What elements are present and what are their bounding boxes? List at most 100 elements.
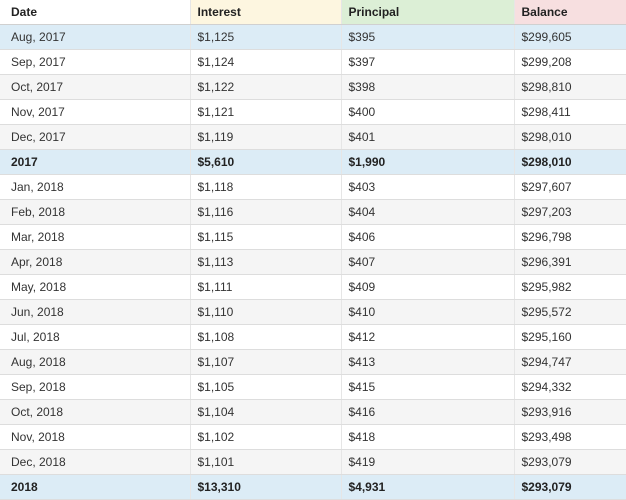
table-row: Aug, 2018 $1,107 $413 $294,747 <box>0 349 626 375</box>
table-row: Nov, 2018 $1,102 $418 $293,498 <box>0 424 626 450</box>
balance-cell: $294,332 <box>513 374 626 400</box>
interest-column-header: Interest <box>189 0 341 25</box>
interest-cell: $1,105 <box>189 374 341 400</box>
balance-cell: $296,798 <box>513 224 626 250</box>
table-row: Aug, 2017 $1,125 $395 $299,605 <box>0 24 626 50</box>
table-row: Sep, 2018 $1,105 $415 $294,332 <box>0 374 626 400</box>
principal-cell: $419 <box>340 449 514 475</box>
principal-cell: $406 <box>340 224 514 250</box>
balance-cell: $295,160 <box>513 324 626 350</box>
date-cell: 2018 <box>0 474 190 500</box>
interest-cell: $1,119 <box>189 124 341 150</box>
date-cell: Dec, 2018 <box>0 449 190 475</box>
principal-cell: $416 <box>340 399 514 425</box>
date-cell: Sep, 2018 <box>0 374 190 400</box>
date-cell: Nov, 2017 <box>0 99 190 125</box>
interest-cell: $5,610 <box>189 149 341 175</box>
principal-cell: $398 <box>340 74 514 100</box>
principal-cell: $410 <box>340 299 514 325</box>
interest-cell: $1,101 <box>189 449 341 475</box>
principal-cell: $407 <box>340 249 514 275</box>
table-row: Feb, 2018 $1,116 $404 $297,203 <box>0 199 626 225</box>
header-row: Date Interest Principal Balance <box>0 0 626 25</box>
balance-cell: $298,010 <box>513 124 626 150</box>
date-cell: Jun, 2018 <box>0 299 190 325</box>
date-cell: Jul, 2018 <box>0 324 190 350</box>
table-row: Dec, 2018 $1,101 $419 $293,079 <box>0 449 626 475</box>
interest-cell: $1,107 <box>189 349 341 375</box>
interest-cell: $1,121 <box>189 99 341 125</box>
date-cell: Aug, 2017 <box>0 24 190 50</box>
date-column-header: Date <box>0 0 190 25</box>
interest-cell: $1,102 <box>189 424 341 450</box>
interest-cell: $1,104 <box>189 399 341 425</box>
principal-cell: $412 <box>340 324 514 350</box>
interest-cell: $1,118 <box>189 174 341 200</box>
principal-cell: $418 <box>340 424 514 450</box>
principal-cell: $397 <box>340 49 514 75</box>
principal-cell: $1,990 <box>340 149 514 175</box>
interest-cell: $1,124 <box>189 49 341 75</box>
balance-cell: $293,916 <box>513 399 626 425</box>
table-row: Sep, 2017 $1,124 $397 $299,208 <box>0 49 626 75</box>
interest-cell: $1,115 <box>189 224 341 250</box>
balance-cell: $295,982 <box>513 274 626 300</box>
table-row: Jun, 2018 $1,110 $410 $295,572 <box>0 299 626 325</box>
principal-cell: $4,931 <box>340 474 514 500</box>
interest-cell: $1,125 <box>189 24 341 50</box>
date-cell: Dec, 2017 <box>0 124 190 150</box>
table-row: Mar, 2018 $1,115 $406 $296,798 <box>0 224 626 250</box>
principal-cell: $415 <box>340 374 514 400</box>
date-cell: Jan, 2018 <box>0 174 190 200</box>
balance-cell: $299,605 <box>513 24 626 50</box>
balance-cell: $294,747 <box>513 349 626 375</box>
balance-cell: $297,607 <box>513 174 626 200</box>
date-cell: Nov, 2018 <box>0 424 190 450</box>
table-row: Dec, 2017 $1,119 $401 $298,010 <box>0 124 626 150</box>
principal-cell: $413 <box>340 349 514 375</box>
interest-cell: $1,116 <box>189 199 341 225</box>
balance-cell: $299,208 <box>513 49 626 75</box>
date-cell: Mar, 2018 <box>0 224 190 250</box>
balance-cell: $293,498 <box>513 424 626 450</box>
table-row: Jan, 2018 $1,118 $403 $297,607 <box>0 174 626 200</box>
table-row: Nov, 2017 $1,121 $400 $298,411 <box>0 99 626 125</box>
balance-column-header: Balance <box>513 0 626 25</box>
balance-cell: $295,572 <box>513 299 626 325</box>
table-row: Oct, 2018 $1,104 $416 $293,916 <box>0 399 626 425</box>
date-cell: 2017 <box>0 149 190 175</box>
principal-cell: $395 <box>340 24 514 50</box>
principal-cell: $400 <box>340 99 514 125</box>
table-row: Jul, 2018 $1,108 $412 $295,160 <box>0 324 626 350</box>
principal-cell: $401 <box>340 124 514 150</box>
principal-column-header: Principal <box>340 0 514 25</box>
balance-cell: $293,079 <box>513 449 626 475</box>
date-cell: Aug, 2018 <box>0 349 190 375</box>
interest-cell: $1,111 <box>189 274 341 300</box>
balance-cell: $298,411 <box>513 99 626 125</box>
table-row: Apr, 2018 $1,113 $407 $296,391 <box>0 249 626 275</box>
principal-cell: $409 <box>340 274 514 300</box>
principal-cell: $404 <box>340 199 514 225</box>
balance-cell: $297,203 <box>513 199 626 225</box>
interest-cell: $1,108 <box>189 324 341 350</box>
interest-cell: $1,113 <box>189 249 341 275</box>
interest-cell: $1,110 <box>189 299 341 325</box>
date-cell: Apr, 2018 <box>0 249 190 275</box>
table-body: Aug, 2017 $1,125 $395 $299,605 Sep, 2017 $1,1… <box>0 24 626 500</box>
interest-cell: $13,310 <box>189 474 341 500</box>
balance-cell: $293,079 <box>513 474 626 500</box>
date-cell: Oct, 2017 <box>0 74 190 100</box>
interest-cell: $1,122 <box>189 74 341 100</box>
balance-cell: $296,391 <box>513 249 626 275</box>
principal-cell: $403 <box>340 174 514 200</box>
date-cell: May, 2018 <box>0 274 190 300</box>
table-row: May, 2018 $1,111 $409 $295,982 <box>0 274 626 300</box>
year-total-row: 2018 $13,310 $4,931 $293,079 <box>0 474 626 500</box>
year-total-row: 2017 $5,610 $1,990 $298,010 <box>0 149 626 175</box>
date-cell: Oct, 2018 <box>0 399 190 425</box>
date-cell: Feb, 2018 <box>0 199 190 225</box>
table-header: Date Interest Principal Balance <box>0 0 626 25</box>
balance-cell: $298,010 <box>513 149 626 175</box>
